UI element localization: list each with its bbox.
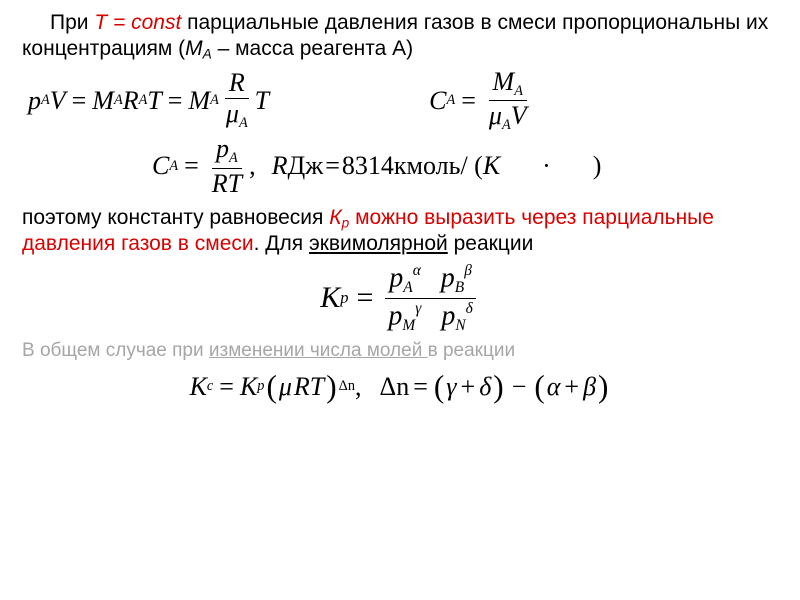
text: в реакции [428,340,516,361]
text-red: можно выразить через [349,206,582,229]
equation-row-1: pAV = MARAT = MA R μA T CA = MA μAV [22,69,778,133]
equation-concentration: CA = MA μAV [429,69,533,133]
equation-ideal-gas: pAV = MARAT = MA R μA T [28,70,269,130]
mass-symbol: МА [185,37,212,60]
equation-row-3: Kp = pAα pBβ pMγ pNδ [22,263,778,333]
paragraph-intro: При Т = const парциальные давления газов… [22,10,778,63]
slide: При Т = const парциальные давления газов… [0,0,800,600]
equation-row-4: Kc = Kp ( μRT )Δn , Δn = (γ+δ) − (α+β) [22,369,778,405]
text: реакции [448,232,534,255]
paragraph-kp: поэтому константу равновесия Кр можно вы… [22,205,778,258]
equation-kp: Kp = pAα pBβ pMγ pNδ [320,263,480,333]
text: При [50,11,94,34]
t-const: Т = const [94,11,181,34]
text: поэтому константу равновесия [22,206,329,229]
text: В общем случае при [22,340,209,361]
kp-symbol: Кр [329,206,349,229]
paragraph-general: В общем случае при изменении числа молей… [22,339,778,363]
equimolar-link: эквимолярной [309,232,448,255]
mole-change-link: изменении числа молей [209,340,428,361]
text: – масса реагента А) [212,37,413,60]
equation-ca-pressure: CA = pA RT , RДж=8314кмоль/ (К ·) [152,136,601,196]
equation-kc: Kc = Kp ( μRT )Δn , Δn = (γ+δ) − (α+β) [190,369,611,405]
equation-row-2: CA = pA RT , RДж=8314кмоль/ (К ·) [22,136,778,196]
text: . Для [254,232,309,255]
